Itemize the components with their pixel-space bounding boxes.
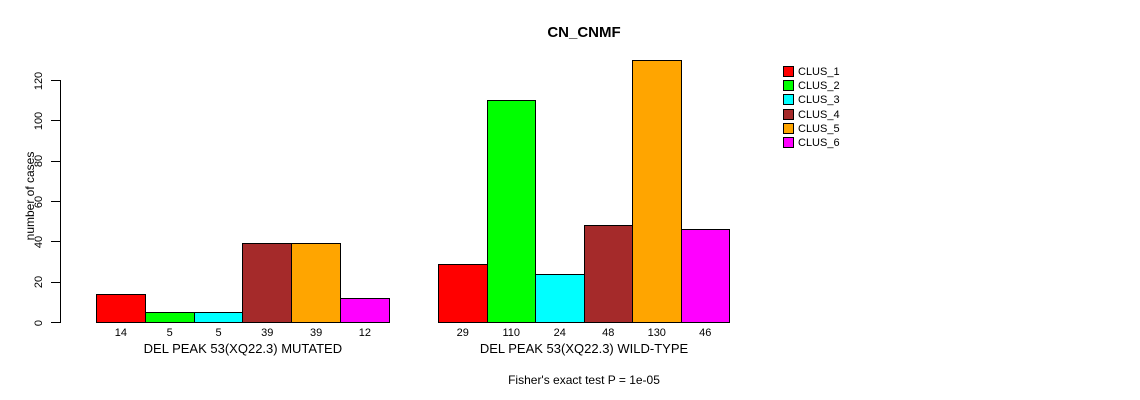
- bar-value-label: 5: [166, 327, 173, 339]
- legend-swatch: [783, 108, 794, 120]
- bar: [291, 243, 341, 323]
- y-tick: [51, 80, 60, 81]
- legend-label: CLUS_4: [798, 108, 840, 121]
- legend-swatch: [783, 122, 794, 134]
- legend-label: CLUS_1: [798, 66, 840, 78]
- bar: [340, 298, 390, 323]
- legend-swatch: [783, 94, 794, 106]
- legend-swatch: [783, 66, 794, 77]
- y-tick: [51, 281, 60, 283]
- bar-value-label: 46: [699, 327, 712, 339]
- bar: [438, 264, 488, 323]
- legend-swatch: [783, 80, 794, 92]
- y-axis-line: [60, 80, 61, 323]
- legend-label: CLUS_6: [798, 137, 840, 149]
- bar: [632, 60, 682, 323]
- legend-label: CLUS_5: [798, 122, 840, 135]
- bar: [486, 100, 536, 323]
- bar-value-label: 110: [502, 327, 521, 339]
- bar: [242, 243, 293, 323]
- bar-value-label: 12: [358, 327, 372, 339]
- bar: [680, 229, 730, 323]
- legend-label: CLUS_3: [798, 94, 840, 107]
- y-tick: [51, 160, 60, 162]
- y-tick: [51, 322, 60, 323]
- annotation-text: Fisher's exact test P = 1e-05: [508, 373, 660, 387]
- legend-swatch: [783, 137, 794, 148]
- group-label: DEL PEAK 53(XQ22.3) WILD-TYPE: [479, 341, 689, 356]
- y-tick: [51, 120, 60, 122]
- y-tick: [51, 241, 60, 243]
- bar-value-label: 130: [647, 327, 666, 339]
- bar-value-label: 39: [261, 327, 274, 339]
- bar-value-label: 39: [309, 327, 323, 339]
- bar: [96, 294, 146, 323]
- bar: [583, 225, 633, 323]
- bar-value-label: 48: [602, 327, 615, 339]
- group-label: DEL PEAK 53(XQ22.3) MUTATED: [143, 341, 343, 356]
- legend-label: CLUS_2: [798, 80, 840, 93]
- bar-value-label: 24: [553, 327, 566, 339]
- chart-title: CN_CNMF: [547, 24, 621, 41]
- bar-value-label: 29: [456, 327, 469, 339]
- bar-value-label: 5: [215, 327, 222, 339]
- y-tick: [51, 201, 60, 202]
- bar-value-label: 14: [114, 327, 128, 339]
